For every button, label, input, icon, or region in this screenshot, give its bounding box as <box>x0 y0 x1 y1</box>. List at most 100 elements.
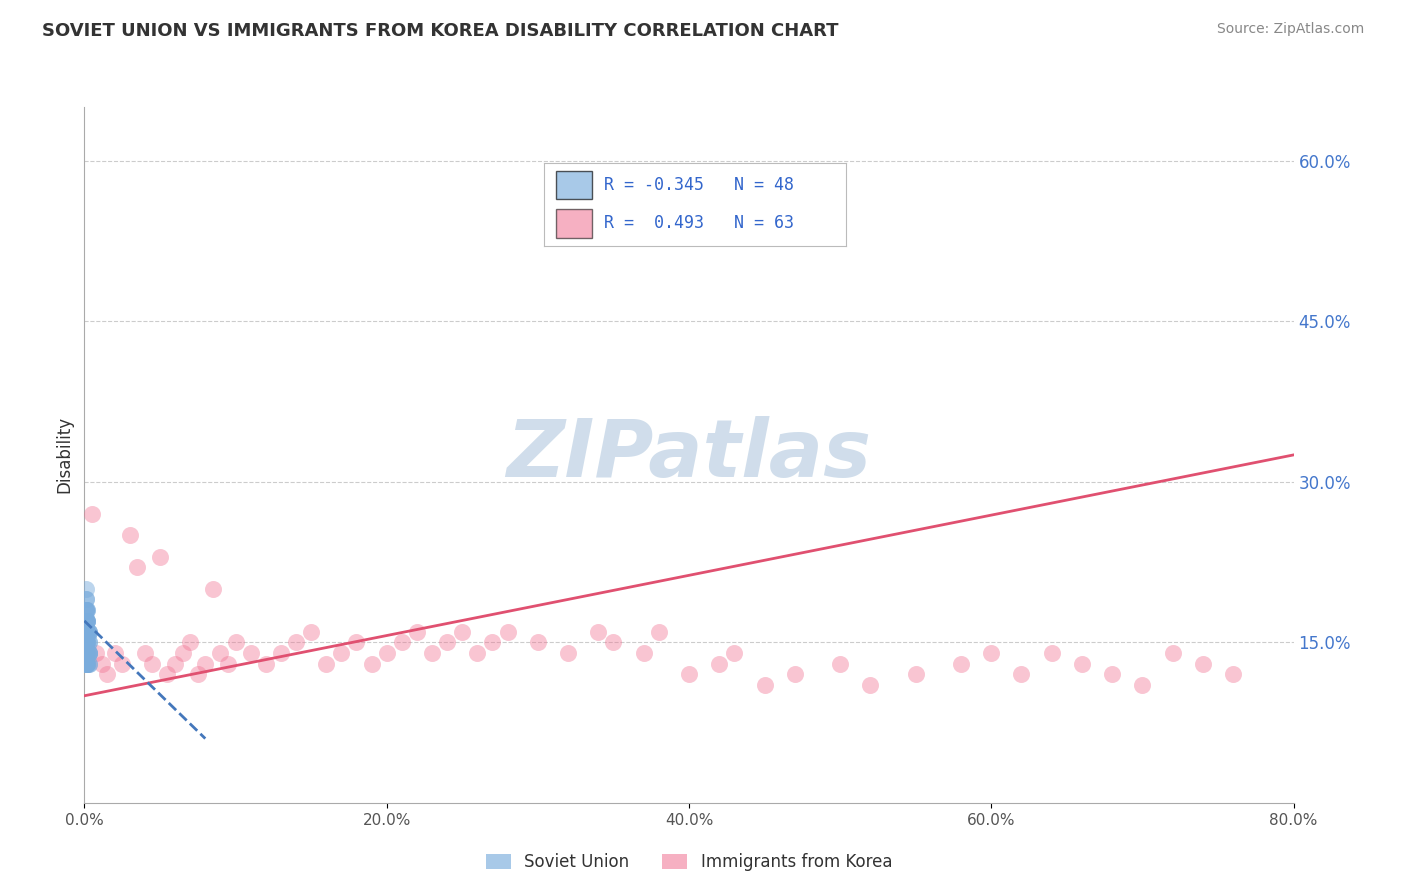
Point <box>1222 667 1244 681</box>
Point <box>77 624 100 639</box>
Point <box>406 624 429 639</box>
Point <box>859 678 882 692</box>
Point <box>830 657 852 671</box>
Point <box>299 624 322 639</box>
FancyBboxPatch shape <box>555 210 592 238</box>
Point <box>76 624 98 639</box>
Point <box>75 646 97 660</box>
Point <box>118 528 141 542</box>
Point <box>75 635 97 649</box>
Point <box>76 614 98 628</box>
Point <box>1192 657 1215 671</box>
Point <box>588 624 610 639</box>
Point <box>75 603 97 617</box>
Point <box>285 635 308 649</box>
Legend: Soviet Union, Immigrants from Korea: Soviet Union, Immigrants from Korea <box>479 847 898 878</box>
Point <box>134 646 156 660</box>
Point <box>75 657 97 671</box>
Point <box>75 657 97 671</box>
Point <box>77 646 100 660</box>
Point <box>187 667 209 681</box>
Point <box>194 657 217 671</box>
Point <box>201 582 224 596</box>
Point <box>77 646 100 660</box>
Text: R =  0.493   N = 63: R = 0.493 N = 63 <box>605 214 794 232</box>
Point <box>330 646 353 660</box>
Text: Source: ZipAtlas.com: Source: ZipAtlas.com <box>1216 22 1364 37</box>
Point <box>467 646 489 660</box>
Point <box>75 635 97 649</box>
Point <box>91 657 114 671</box>
Point <box>111 657 134 671</box>
Point <box>225 635 247 649</box>
FancyBboxPatch shape <box>555 171 592 200</box>
Point <box>75 646 97 660</box>
Point <box>315 657 337 671</box>
Point <box>904 667 927 681</box>
Point <box>75 624 97 639</box>
Point <box>149 549 172 564</box>
Point <box>86 646 108 660</box>
Point <box>633 646 655 660</box>
Point <box>76 624 98 639</box>
Point <box>77 646 100 660</box>
Point <box>75 592 97 607</box>
Point <box>1011 667 1033 681</box>
Point <box>209 646 232 660</box>
Point <box>77 646 100 660</box>
Point <box>709 657 731 671</box>
Point <box>602 635 624 649</box>
Point <box>75 592 97 607</box>
Point <box>80 507 103 521</box>
Point <box>648 624 671 639</box>
Point <box>239 646 262 660</box>
Point <box>75 614 97 628</box>
Text: R = -0.345   N = 48: R = -0.345 N = 48 <box>605 177 794 194</box>
Point <box>75 635 97 649</box>
Point <box>1161 646 1184 660</box>
Point <box>76 635 98 649</box>
Point <box>481 635 503 649</box>
Point <box>76 614 98 628</box>
Point <box>75 603 97 617</box>
Point <box>217 657 239 671</box>
Point <box>165 657 187 671</box>
Point <box>950 657 973 671</box>
Point <box>77 624 100 639</box>
Point <box>375 646 398 660</box>
Point <box>75 603 97 617</box>
Point <box>104 646 127 660</box>
Point <box>75 582 97 596</box>
Text: ZIPatlas: ZIPatlas <box>506 416 872 494</box>
Point <box>127 560 149 574</box>
Point <box>96 667 118 681</box>
Point <box>76 635 98 649</box>
Point <box>76 614 98 628</box>
Point <box>754 678 776 692</box>
Point <box>76 646 98 660</box>
Point <box>75 635 97 649</box>
Point <box>76 657 98 671</box>
Point <box>527 635 550 649</box>
Point <box>156 667 179 681</box>
Point <box>77 635 100 649</box>
Point <box>346 635 368 649</box>
Point <box>783 667 806 681</box>
Point <box>496 624 519 639</box>
Point <box>391 635 413 649</box>
Point <box>75 646 97 660</box>
Point <box>1101 667 1123 681</box>
Point <box>77 657 100 671</box>
Point <box>723 646 745 660</box>
Point <box>77 635 100 649</box>
Point <box>76 603 98 617</box>
Y-axis label: Disability: Disability <box>55 417 73 493</box>
Point <box>451 624 474 639</box>
Point <box>172 646 194 660</box>
Point <box>141 657 163 671</box>
Point <box>76 614 98 628</box>
Point <box>76 657 98 671</box>
Point <box>76 657 98 671</box>
Point <box>179 635 201 649</box>
Point <box>980 646 1002 660</box>
